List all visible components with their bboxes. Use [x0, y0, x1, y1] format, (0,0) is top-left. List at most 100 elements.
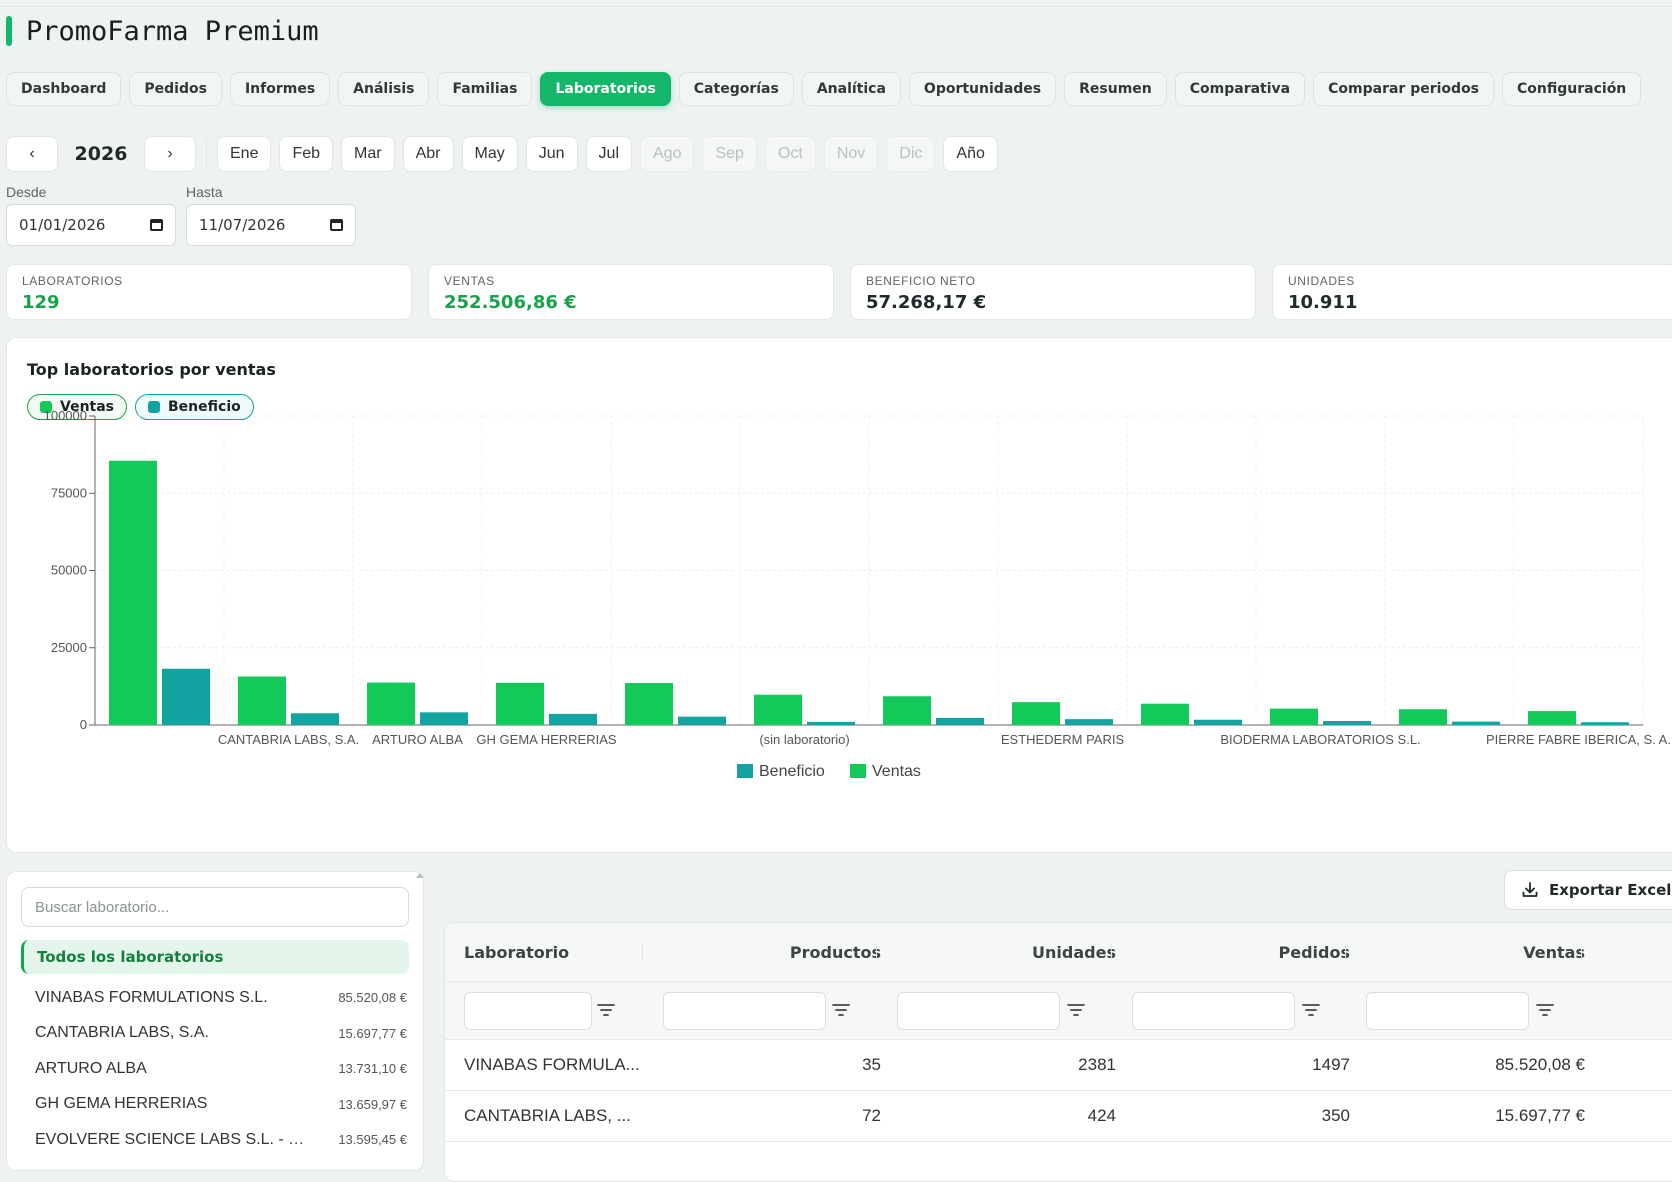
tab-comparativa[interactable]: Comparativa — [1174, 72, 1306, 106]
column-divider[interactable] — [1111, 943, 1112, 961]
export-excel-button[interactable]: Exportar Excel — [1504, 870, 1672, 910]
tab-pedidos[interactable]: Pedidos — [129, 72, 222, 106]
lab-sales: 13.659,97 € — [338, 1096, 407, 1112]
lab-sales: 85.520,08 € — [338, 990, 407, 1006]
column-divider[interactable] — [1345, 943, 1346, 961]
column-divider[interactable] — [1581, 943, 1582, 961]
bar-ventas — [367, 682, 415, 725]
filter-icon[interactable] — [1302, 1002, 1320, 1018]
calendar-icon[interactable] — [330, 219, 343, 231]
kpi-label: VENTAS — [444, 274, 495, 288]
tab-configuración[interactable]: Configuración — [1502, 72, 1642, 106]
lab-name: EVOLVERE SCIENCE LABS S.L. - K... — [35, 1130, 310, 1148]
column-divider[interactable] — [876, 943, 877, 961]
tab-oportunidades[interactable]: Oportunidades — [908, 72, 1057, 106]
filter-icon[interactable] — [1536, 1002, 1554, 1018]
column-filter-input[interactable] — [663, 992, 826, 1030]
column-header-ventas[interactable]: Ventas — [1523, 942, 1585, 962]
lab-sales: 15.697,77 € — [338, 1025, 407, 1041]
bar-beneficio — [549, 713, 597, 725]
bar-beneficio — [420, 712, 468, 725]
month-button-feb[interactable]: Feb — [279, 136, 334, 172]
lab-list-item[interactable]: GH GEMA HERRERIAS 13.659,97 € — [21, 1087, 413, 1123]
table-body: VINABAS FORMULA... 35 2381 1497 85.520,08 € C… — [445, 1040, 1672, 1142]
column-header-laboratorio[interactable]: Laboratorio — [464, 942, 570, 962]
series-toggles: Ventas Beneficio — [27, 394, 254, 420]
tab-laboratorios[interactable]: Laboratorios — [540, 72, 671, 106]
lab-list-item[interactable]: EVOLVERE SCIENCE LABS S.L. - K... 13.595,… — [21, 1122, 413, 1158]
table-cell-lab: CANTABRIA LABS, ... — [464, 1106, 631, 1125]
series-toggle-ventas[interactable]: Ventas — [27, 394, 128, 420]
table-row[interactable]: VINABAS FORMULA... 35 2381 1497 85.520,08 € — [445, 1040, 1672, 1091]
table-cell-pedidos: 1497 — [1312, 1055, 1350, 1074]
y-tick-label: 75000 — [51, 485, 87, 500]
bar-beneficio — [1194, 719, 1242, 725]
column-header-pedidos[interactable]: Pedidos — [1278, 942, 1350, 962]
month-button-jul[interactable]: Jul — [585, 136, 632, 172]
bar-beneficio — [291, 713, 339, 725]
bar-ventas — [625, 682, 673, 725]
date-to: Hasta 11/07/2026 — [186, 184, 356, 246]
tab-análisis[interactable]: Análisis — [338, 72, 430, 106]
legend-label: Ventas — [872, 763, 921, 780]
tab-analítica[interactable]: Analítica — [801, 72, 901, 106]
scroll-up-arrow-icon[interactable] — [416, 873, 424, 878]
tab-categorías[interactable]: Categorías — [678, 72, 794, 106]
column-divider[interactable] — [642, 943, 643, 961]
lab-name: VINABAS FORMULATIONS S.L. — [35, 988, 268, 1006]
brand-accent-bar — [6, 16, 12, 46]
download-icon — [1522, 882, 1538, 897]
column-filter-input[interactable] — [464, 992, 592, 1030]
lab-search-input[interactable] — [21, 887, 409, 927]
lab-name: CANTABRIA LABS, S.A. — [35, 1024, 209, 1042]
column-filter-input[interactable] — [897, 992, 1060, 1030]
kpi-card: VENTAS 252.506,86 € — [428, 264, 834, 320]
filter-icon[interactable] — [1067, 1002, 1085, 1018]
month-button-mar[interactable]: Mar — [341, 136, 395, 172]
month-button-may[interactable]: May — [461, 136, 518, 172]
filter-icon[interactable] — [597, 1002, 615, 1018]
tab-informes[interactable]: Informes — [229, 72, 331, 106]
table-cell-pedidos: 350 — [1321, 1106, 1350, 1125]
bar-ventas — [238, 676, 286, 725]
bar-ventas — [754, 694, 802, 725]
date-from-value: 01/01/2026 — [19, 216, 106, 234]
month-button-dic: Dic — [886, 136, 936, 172]
prev-year-button[interactable]: ‹ — [6, 136, 58, 172]
tab-resumen[interactable]: Resumen — [1064, 72, 1167, 106]
all-labs-item[interactable]: Todos los laboratorios — [21, 940, 409, 974]
column-filter-input[interactable] — [1132, 992, 1295, 1030]
date-to-label: Hasta — [186, 184, 223, 200]
column-filter-input[interactable] — [1366, 992, 1529, 1030]
table-cell-unidades: 2381 — [1078, 1055, 1116, 1074]
filter-icon[interactable] — [832, 1002, 850, 1018]
date-from-label: Desde — [6, 184, 47, 200]
legend-swatch — [737, 764, 753, 778]
lab-list-item[interactable]: VINABAS FORMULATIONS S.L. 85.520,08 € — [21, 980, 413, 1016]
bar-ventas — [883, 696, 931, 725]
labs-table: Laboratorio Productos Unidades Pedidos Venta… — [444, 922, 1672, 1182]
lab-list-item[interactable]: CANTABRIA LABS, S.A. 15.697,77 € — [21, 1016, 413, 1052]
column-header-unidades[interactable]: Unidades — [1032, 942, 1116, 962]
date-to-input[interactable]: 11/07/2026 — [186, 204, 356, 246]
date-from-input[interactable]: 01/01/2026 — [6, 204, 176, 246]
bar-ventas — [1012, 702, 1060, 725]
tab-familias[interactable]: Familias — [437, 72, 533, 106]
kpi-label: LABORATORIOS — [22, 274, 123, 288]
column-header-productos[interactable]: Productos — [789, 942, 881, 962]
bar-ventas — [1141, 703, 1189, 725]
x-tick-label: BIODERMA LABORATORIOS S.L. — [1220, 732, 1420, 747]
lab-list-item[interactable]: ARTURO ALBA 13.731,10 € — [21, 1051, 413, 1087]
top-divider — [0, 6, 1672, 7]
next-year-button[interactable]: › — [144, 136, 196, 172]
tab-dashboard[interactable]: Dashboard — [6, 72, 122, 106]
year-button[interactable]: Año — [943, 136, 998, 172]
table-row[interactable]: CANTABRIA LABS, ... 72 424 350 15.697,77 € — [445, 1091, 1672, 1142]
table-cell-lab: VINABAS FORMULA... — [464, 1055, 640, 1074]
month-button-ene[interactable]: Ene — [217, 136, 272, 172]
calendar-icon[interactable] — [150, 219, 163, 231]
month-button-abr[interactable]: Abr — [402, 136, 454, 172]
tab-comparar-periodos[interactable]: Comparar periodos — [1313, 72, 1495, 106]
bar-beneficio — [1452, 721, 1500, 725]
month-button-jun[interactable]: Jun — [525, 136, 578, 172]
